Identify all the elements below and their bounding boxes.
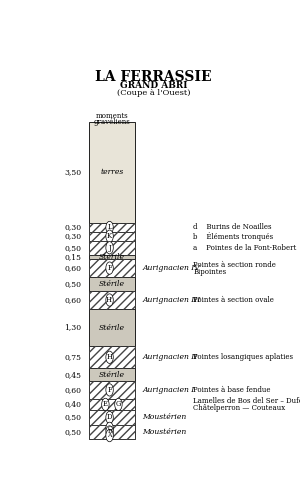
Text: H': H' — [106, 296, 113, 304]
Text: 0,30: 0,30 — [64, 232, 82, 240]
Circle shape — [106, 262, 113, 274]
Text: 0,15: 0,15 — [65, 253, 82, 261]
Text: Bipointes: Bipointes — [193, 268, 226, 276]
Text: 0,45: 0,45 — [65, 370, 82, 378]
Bar — [89, 255, 135, 260]
Text: gravéliens: gravéliens — [94, 118, 130, 126]
Text: Lamelles de Bos del Ser – Dufour: Lamelles de Bos del Ser – Dufour — [193, 397, 300, 405]
Text: moments: moments — [96, 112, 128, 120]
Bar — [89, 292, 135, 308]
Bar — [89, 410, 135, 424]
Text: 0,60: 0,60 — [65, 386, 82, 394]
Text: E: E — [103, 400, 108, 408]
Text: Pointes losangiques aplaties: Pointes losangiques aplaties — [193, 354, 293, 362]
Text: Aurignacien I: Aurignacien I — [142, 386, 194, 394]
Text: Châtelperron — Couteaux: Châtelperron — Couteaux — [193, 404, 286, 412]
Bar — [89, 232, 135, 240]
Text: F: F — [107, 386, 112, 394]
Text: 0,40: 0,40 — [65, 400, 82, 408]
Bar — [89, 232, 135, 240]
Circle shape — [106, 230, 113, 242]
Text: H: H — [106, 354, 112, 362]
Text: terres: terres — [100, 168, 124, 176]
Text: J: J — [108, 244, 111, 252]
Circle shape — [106, 242, 113, 254]
Circle shape — [106, 294, 113, 306]
Circle shape — [106, 430, 113, 442]
Bar — [89, 424, 135, 439]
Text: Pointes à base fendue: Pointes à base fendue — [193, 386, 271, 394]
Text: Stérile: Stérile — [99, 253, 125, 261]
Bar — [89, 223, 135, 232]
Text: Aurignacien III: Aurignacien III — [142, 296, 200, 304]
Text: 0,60: 0,60 — [65, 296, 82, 304]
Text: 0,50: 0,50 — [65, 244, 82, 252]
Text: Stérile: Stérile — [99, 370, 125, 378]
Bar — [89, 240, 135, 255]
Text: F: F — [107, 264, 112, 272]
Bar — [89, 368, 135, 381]
Bar — [89, 240, 135, 255]
Bar — [89, 223, 135, 232]
Bar — [89, 398, 135, 410]
Text: 3,50: 3,50 — [64, 168, 82, 176]
Bar — [89, 410, 135, 424]
Text: d    Burins de Noailles: d Burins de Noailles — [193, 224, 272, 232]
Text: 0,50: 0,50 — [65, 280, 82, 288]
Text: Pointes à section ovale: Pointes à section ovale — [193, 296, 274, 304]
Text: D: D — [107, 414, 112, 422]
Circle shape — [102, 398, 109, 410]
Circle shape — [106, 412, 113, 424]
Bar — [89, 292, 135, 308]
Text: 0,75: 0,75 — [65, 354, 82, 362]
Text: (Coupe à l'Ouest): (Coupe à l'Ouest) — [117, 89, 190, 97]
Circle shape — [115, 398, 122, 410]
Text: 0,30: 0,30 — [64, 224, 82, 232]
Bar — [89, 277, 135, 291]
Circle shape — [106, 351, 113, 364]
Bar — [89, 122, 135, 223]
Text: a    Pointes de la Font-Robert: a Pointes de la Font-Robert — [193, 244, 296, 252]
Text: b    Éléments tronqués: b Éléments tronqués — [193, 232, 273, 240]
Bar — [89, 381, 135, 398]
Text: 0,60: 0,60 — [65, 264, 82, 272]
Circle shape — [106, 384, 113, 396]
Text: 0,50: 0,50 — [65, 428, 82, 436]
Text: Pointes à section ronde: Pointes à section ronde — [193, 260, 276, 268]
Bar — [89, 260, 135, 277]
Bar — [89, 398, 135, 410]
Text: Aurignacien IV: Aurignacien IV — [142, 264, 200, 272]
Text: A: A — [107, 433, 112, 438]
Text: 0,50: 0,50 — [65, 414, 82, 422]
Bar — [89, 346, 135, 368]
Circle shape — [106, 222, 113, 234]
Bar — [89, 308, 135, 346]
Text: GRAND ABRI: GRAND ABRI — [120, 81, 188, 90]
Text: 1,30: 1,30 — [64, 324, 82, 332]
Text: C: C — [107, 426, 112, 431]
Circle shape — [106, 426, 113, 438]
Bar — [89, 346, 135, 368]
Circle shape — [106, 422, 113, 434]
Bar — [89, 381, 135, 398]
Text: K: K — [107, 232, 112, 240]
Text: Moustérien: Moustérien — [142, 428, 186, 436]
Text: B: B — [107, 430, 112, 434]
Text: L: L — [107, 224, 112, 232]
Text: Stérile: Stérile — [99, 280, 125, 288]
Bar — [89, 260, 135, 277]
Text: Aurignacien II: Aurignacien II — [142, 354, 197, 362]
Text: Moustérien: Moustérien — [142, 414, 186, 422]
Bar — [89, 424, 135, 439]
Text: G: G — [116, 400, 121, 408]
Text: LA FERRASSIE: LA FERRASSIE — [95, 70, 212, 84]
Text: Stérile: Stérile — [99, 324, 125, 332]
